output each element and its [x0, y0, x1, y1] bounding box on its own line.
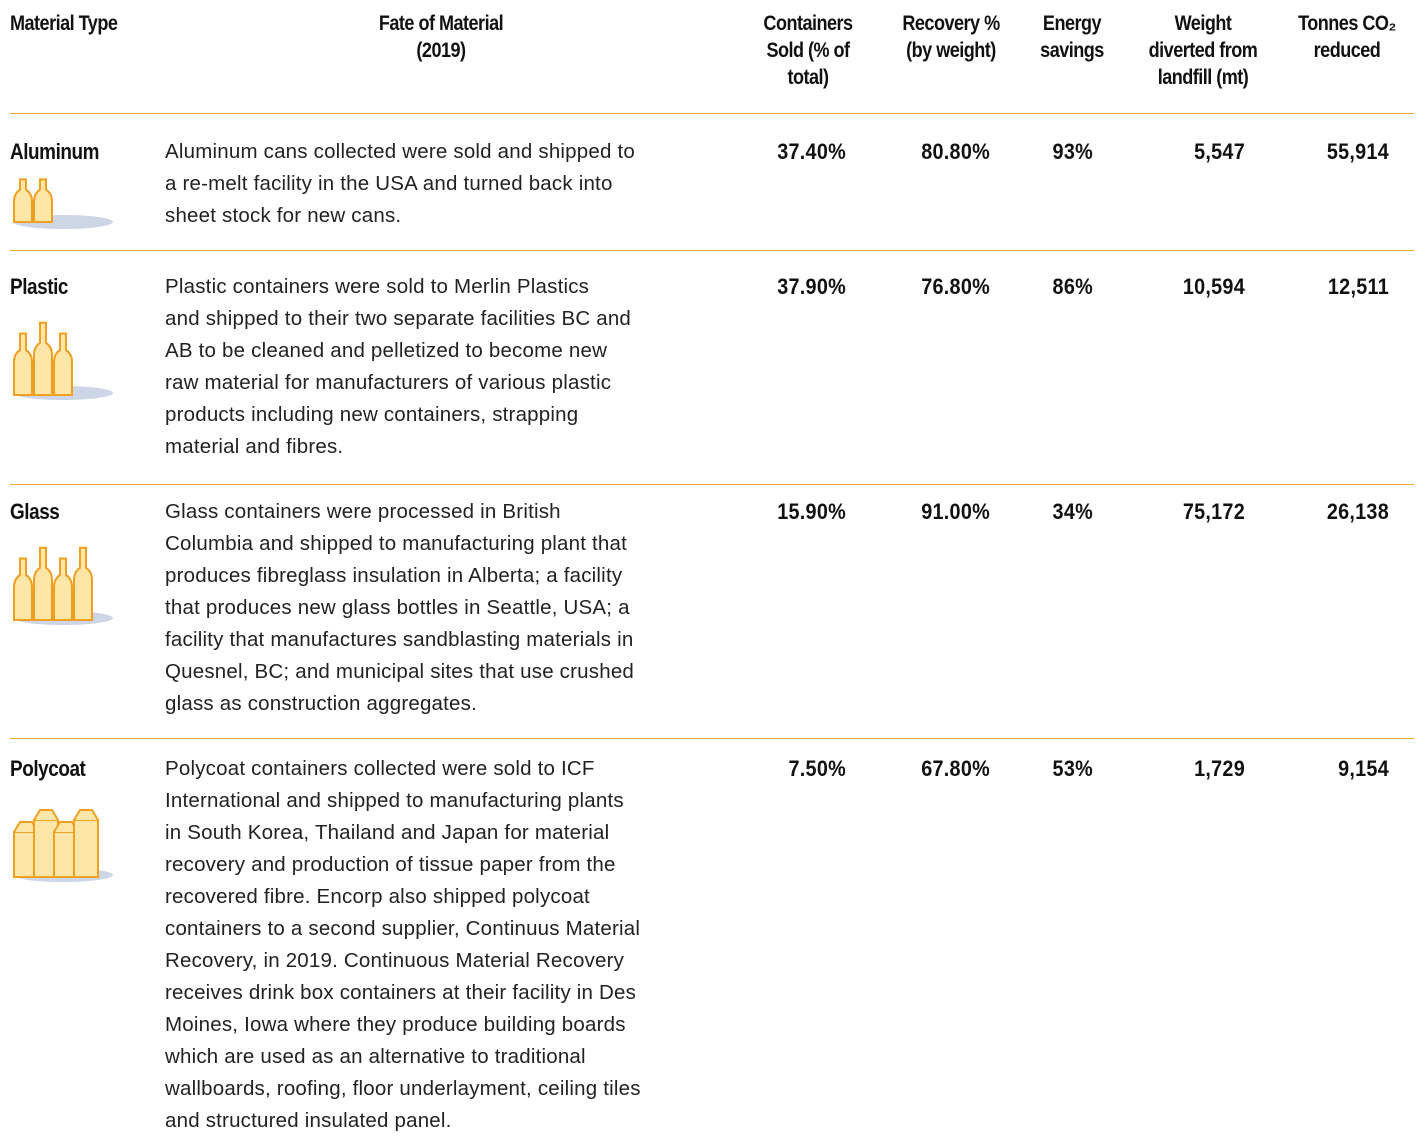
value-cell: 93%: [1052, 139, 1093, 164]
fate-text: Quesnel, BC; and municipal sites that us…: [165, 660, 635, 683]
column-header: savings: [1040, 39, 1104, 62]
fate-text: glass as construction aggregates.: [165, 692, 477, 715]
value-cell: 80.80%: [921, 139, 990, 164]
row-divider: [10, 113, 1414, 114]
value-cell: 12,511: [1327, 274, 1389, 299]
value-cell: 76.80%: [921, 274, 990, 299]
fate-text: which are used as an alternative to trad…: [165, 1045, 586, 1068]
fate-text: recovery and production of tissue paper …: [165, 853, 616, 876]
material-name: Aluminum: [10, 139, 100, 164]
fate-text: Recovery, in 2019. Continuous Material R…: [165, 949, 625, 972]
fate-text: and structured insulated panel.: [165, 1109, 452, 1132]
column-header: Recovery %: [902, 12, 1000, 35]
row-divider: [10, 738, 1414, 739]
material-name: Plastic: [10, 274, 68, 299]
value-cell: 86%: [1052, 274, 1093, 299]
material-icon: [13, 809, 113, 882]
row-divider: [10, 250, 1414, 251]
value-cell: 34%: [1052, 499, 1093, 524]
column-header: Sold (% of: [766, 39, 850, 62]
value-cell: 9,154: [1338, 756, 1389, 781]
fate-text: a re-melt facility in the USA and turned…: [165, 172, 613, 195]
column-header: Energy: [1042, 12, 1102, 35]
fate-text: sheet stock for new cans.: [165, 204, 402, 227]
value-cell: 91.00%: [921, 499, 990, 524]
fate-text: that produces new glass bottles in Seatt…: [165, 596, 630, 619]
fate-text: in South Korea, Thailand and Japan for m…: [165, 821, 610, 844]
material-icon: [13, 546, 113, 625]
material-icon: [13, 178, 113, 229]
column-header: Material Type: [10, 12, 118, 35]
column-header: total): [787, 66, 829, 89]
value-cell: 55,914: [1326, 139, 1389, 164]
fate-text: Moines, Iowa where they produce building…: [165, 1013, 626, 1036]
column-header: diverted from: [1148, 39, 1258, 62]
value-cell: 37.90%: [777, 274, 846, 299]
fate-text: Aluminum cans collected were sold and sh…: [165, 140, 635, 163]
value-cell: 26,138: [1326, 499, 1389, 524]
fate-text: receives drink box containers at their f…: [165, 981, 637, 1004]
column-header: Weight: [1174, 12, 1232, 35]
fate-text: products including new containers, strap…: [165, 403, 579, 426]
material-name: Glass: [10, 499, 60, 524]
value-cell: 75,172: [1182, 499, 1245, 524]
material-icon: [13, 321, 113, 400]
value-cell: 1,729: [1194, 756, 1245, 781]
value-cell: 10,594: [1182, 274, 1245, 299]
value-cell: 53%: [1052, 756, 1093, 781]
column-header: Fate of Material: [378, 12, 504, 35]
fate-text: and shipped to their two separate facili…: [165, 307, 632, 330]
value-cell: 7.50%: [788, 756, 846, 781]
fate-text: Plastic containers were sold to Merlin P…: [165, 275, 590, 298]
column-header: Containers: [763, 12, 853, 35]
value-cell: 5,547: [1194, 139, 1245, 164]
fate-text: facility that manufactures sandblasting …: [165, 628, 634, 651]
column-header: Tonnes CO₂: [1298, 12, 1396, 35]
column-header: landfill (mt): [1157, 66, 1249, 89]
row-divider: [10, 484, 1414, 485]
fate-text: AB to be cleaned and pelletized to becom…: [165, 339, 608, 362]
fate-text: wallboards, roofing, floor underlayment,…: [165, 1077, 641, 1100]
fate-text: recovered fibre. Encorp also shipped pol…: [165, 885, 590, 908]
material-name: Polycoat: [10, 756, 86, 781]
column-header: (2019): [416, 39, 466, 62]
fate-text: International and shipped to manufacturi…: [165, 789, 624, 812]
value-cell: 37.40%: [777, 139, 846, 164]
fate-text: raw material for manufacturers of variou…: [165, 371, 612, 394]
value-cell: 67.80%: [921, 756, 990, 781]
column-header: (by weight): [906, 39, 996, 62]
fate-text: produces fibreglass insulation in Albert…: [165, 564, 623, 587]
fate-text: material and fibres.: [165, 435, 344, 458]
fate-text: Glass containers were processed in Briti…: [165, 500, 561, 523]
fate-text: Polycoat containers collected were sold …: [165, 757, 595, 780]
fate-text: containers to a second supplier, Continu…: [165, 917, 641, 940]
column-header: reduced: [1313, 39, 1381, 62]
value-cell: 15.90%: [777, 499, 846, 524]
fate-text: Columbia and shipped to manufacturing pl…: [165, 532, 628, 555]
